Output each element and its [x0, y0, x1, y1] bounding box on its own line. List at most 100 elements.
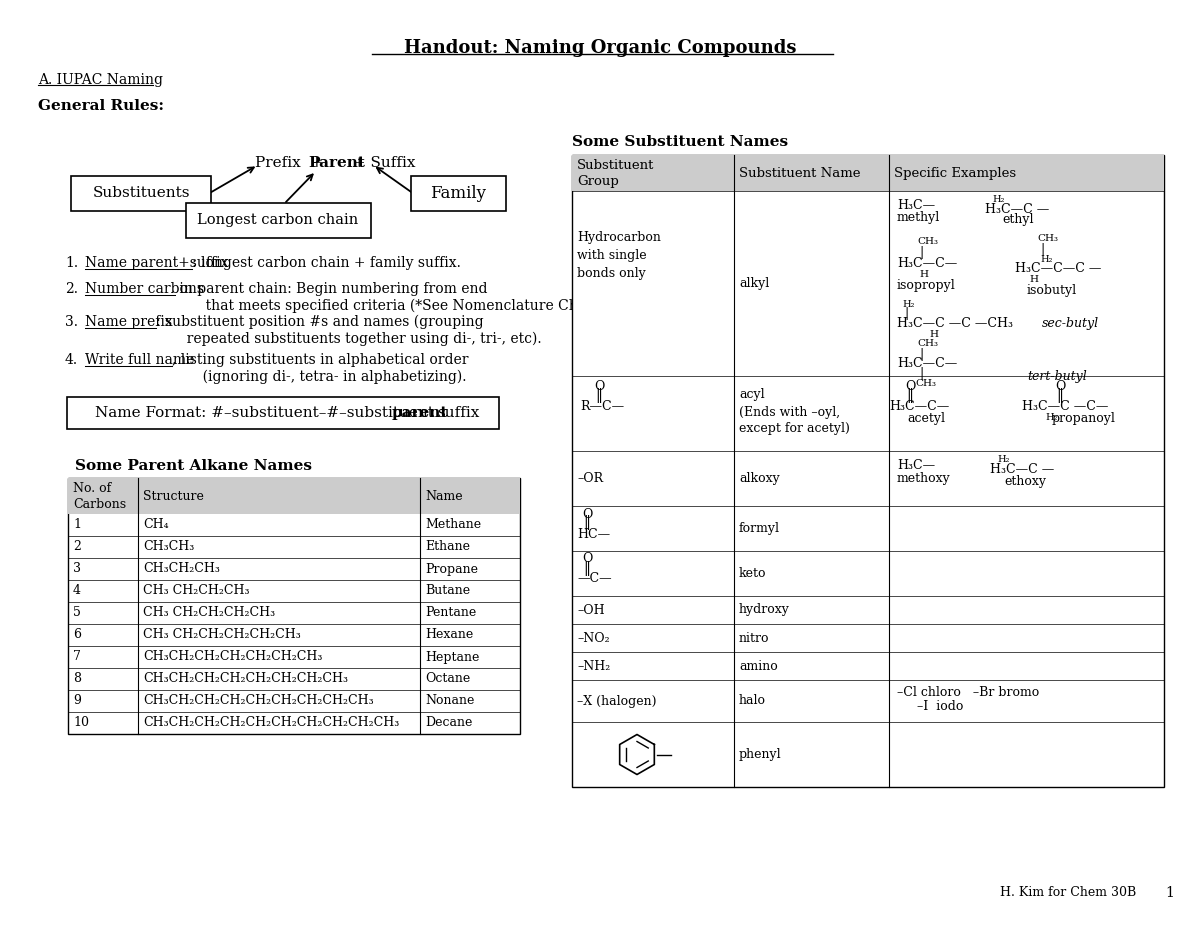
Text: Some Parent Alkane Names: Some Parent Alkane Names: [74, 459, 312, 473]
Text: A. IUPAC Naming: A. IUPAC Naming: [38, 73, 163, 87]
Text: 10: 10: [73, 717, 89, 730]
Bar: [68, 478, 520, 734]
Text: –NO₂: –NO₂: [577, 631, 610, 644]
Text: ethoxy: ethoxy: [1004, 475, 1046, 488]
Text: –OH: –OH: [577, 603, 605, 616]
Text: Handout: Naming Organic Compounds: Handout: Naming Organic Compounds: [403, 39, 797, 57]
Text: R—C—: R—C—: [580, 400, 624, 413]
Text: H₂: H₂: [1045, 413, 1057, 422]
Text: acetyl: acetyl: [907, 412, 946, 425]
Text: Propane: Propane: [425, 563, 478, 576]
Bar: [572, 155, 1164, 787]
Text: 1.: 1.: [65, 256, 78, 270]
Text: CH₃: CH₃: [1037, 234, 1058, 243]
Text: HC—: HC—: [577, 527, 610, 540]
Text: : substituent position #s and names (grouping
       repeated substituents toget: : substituent position #s and names (gro…: [156, 315, 541, 346]
Text: 7: 7: [73, 651, 80, 664]
Text: + Suffix: + Suffix: [348, 156, 415, 170]
Text: |: |: [919, 348, 923, 361]
Text: Substituent Name: Substituent Name: [739, 167, 860, 180]
Text: CH₃CH₂CH₃: CH₃CH₂CH₃: [143, 563, 220, 576]
Text: 3: 3: [73, 563, 82, 576]
Text: No. of
Carbons: No. of Carbons: [73, 481, 126, 511]
Text: CH₃CH₂CH₂CH₂CH₂CH₂CH₂CH₂CH₂CH₃: CH₃CH₂CH₂CH₂CH₂CH₂CH₂CH₂CH₂CH₃: [143, 717, 400, 730]
Text: H₃C—C —C—: H₃C—C —C—: [1022, 400, 1109, 413]
Bar: [572, 155, 1164, 191]
Text: except for acetyl): except for acetyl): [739, 422, 850, 435]
Text: 4.: 4.: [65, 353, 78, 367]
Text: CH₃CH₂CH₂CH₂CH₂CH₂CH₂CH₂CH₃: CH₃CH₂CH₂CH₂CH₂CH₂CH₂CH₂CH₃: [143, 694, 373, 707]
Text: Nonane: Nonane: [425, 694, 474, 707]
Text: CH₃: CH₃: [916, 378, 936, 387]
Text: H₂: H₂: [1040, 255, 1052, 263]
Text: Longest carbon chain: Longest carbon chain: [197, 213, 359, 227]
Text: CH₃ CH₂CH₂CH₃: CH₃ CH₂CH₂CH₃: [143, 585, 250, 598]
Text: ‖: ‖: [595, 387, 602, 402]
Text: Write full name: Write full name: [85, 353, 194, 367]
Text: alkoxy: alkoxy: [739, 472, 780, 485]
Text: General Rules:: General Rules:: [38, 99, 164, 113]
Text: CH₃CH₂CH₂CH₂CH₂CH₂CH₂CH₃: CH₃CH₂CH₂CH₂CH₂CH₂CH₂CH₃: [143, 672, 348, 685]
Text: CH₃CH₃: CH₃CH₃: [143, 540, 194, 553]
Text: Number carbons: Number carbons: [85, 282, 204, 296]
Text: Structure: Structure: [143, 489, 204, 502]
Text: H₃C—C —: H₃C—C —: [990, 463, 1055, 476]
Text: 6: 6: [73, 629, 82, 641]
Text: Family: Family: [430, 184, 486, 201]
Text: amino: amino: [739, 659, 778, 672]
Text: tert-butyl: tert-butyl: [1027, 370, 1087, 383]
Text: halo: halo: [739, 694, 766, 707]
Text: –Cl chloro   –Br bromo: –Cl chloro –Br bromo: [898, 687, 1039, 700]
Text: isobutyl: isobutyl: [1027, 284, 1078, 297]
Text: Decane: Decane: [425, 717, 473, 730]
Text: 3.: 3.: [65, 315, 78, 329]
Text: parent: parent: [392, 406, 449, 420]
Text: Methane: Methane: [425, 518, 481, 531]
FancyBboxPatch shape: [67, 397, 499, 429]
Text: |: |: [1040, 243, 1044, 256]
Text: in parent chain: Begin numbering from end
       that meets specified criteria (: in parent chain: Begin numbering from en…: [175, 282, 608, 312]
Text: 2.: 2.: [65, 282, 78, 296]
Text: —C—: —C—: [577, 573, 612, 586]
Text: Some Substituent Names: Some Substituent Names: [572, 135, 788, 149]
Text: O: O: [582, 552, 593, 565]
Text: 9: 9: [73, 694, 80, 707]
Text: Parent: Parent: [308, 156, 365, 170]
Text: Hydrocarbon
with single
bonds only: Hydrocarbon with single bonds only: [577, 231, 661, 280]
Text: 8: 8: [73, 672, 82, 685]
Text: CH₃ CH₂CH₂CH₂CH₃: CH₃ CH₂CH₂CH₂CH₃: [143, 606, 275, 619]
Text: H₃C—C—: H₃C—C—: [898, 257, 958, 270]
Text: H₂: H₂: [992, 195, 1004, 204]
Text: phenyl: phenyl: [739, 748, 781, 761]
Text: –OR: –OR: [577, 472, 604, 485]
Text: : longest carbon chain + family suffix.: : longest carbon chain + family suffix.: [192, 256, 461, 270]
Text: H₃C—C—: H₃C—C—: [889, 400, 949, 413]
Text: O: O: [594, 379, 605, 392]
Text: 1: 1: [73, 518, 82, 531]
Text: methoxy: methoxy: [898, 472, 950, 485]
Text: ‖: ‖: [583, 561, 590, 576]
Text: Name Format: #–substituent–#–substituent: Name Format: #–substituent–#–substituent: [95, 406, 434, 420]
Text: (Ends with –oyl,: (Ends with –oyl,: [739, 406, 840, 419]
Text: Specific Examples: Specific Examples: [894, 167, 1016, 180]
Text: –X (halogen): –X (halogen): [577, 694, 656, 707]
Text: 2: 2: [73, 540, 80, 553]
Text: Substituents: Substituents: [92, 186, 190, 200]
Text: Substituent
Group: Substituent Group: [577, 159, 654, 187]
Text: Name: Name: [425, 489, 463, 502]
Text: H: H: [919, 270, 928, 278]
Text: 5: 5: [73, 606, 80, 619]
Text: propanoyl: propanoyl: [1052, 412, 1116, 425]
Text: methyl: methyl: [898, 210, 941, 223]
Text: 1: 1: [1165, 886, 1174, 900]
FancyBboxPatch shape: [71, 176, 211, 211]
Text: CH₃CH₂CH₂CH₂CH₂CH₂CH₃: CH₃CH₂CH₂CH₂CH₂CH₂CH₃: [143, 651, 323, 664]
Text: H₃C—C—: H₃C—C—: [898, 357, 958, 370]
Text: 4: 4: [73, 585, 82, 598]
Text: |: |: [919, 366, 923, 379]
Text: H₃C—C —C —CH₃: H₃C—C —C —CH₃: [898, 316, 1013, 329]
Text: H₃C—: H₃C—: [898, 459, 935, 472]
Text: acyl: acyl: [739, 388, 764, 401]
Text: O: O: [1055, 379, 1066, 392]
Text: H₃C—: H₃C—: [898, 198, 935, 211]
